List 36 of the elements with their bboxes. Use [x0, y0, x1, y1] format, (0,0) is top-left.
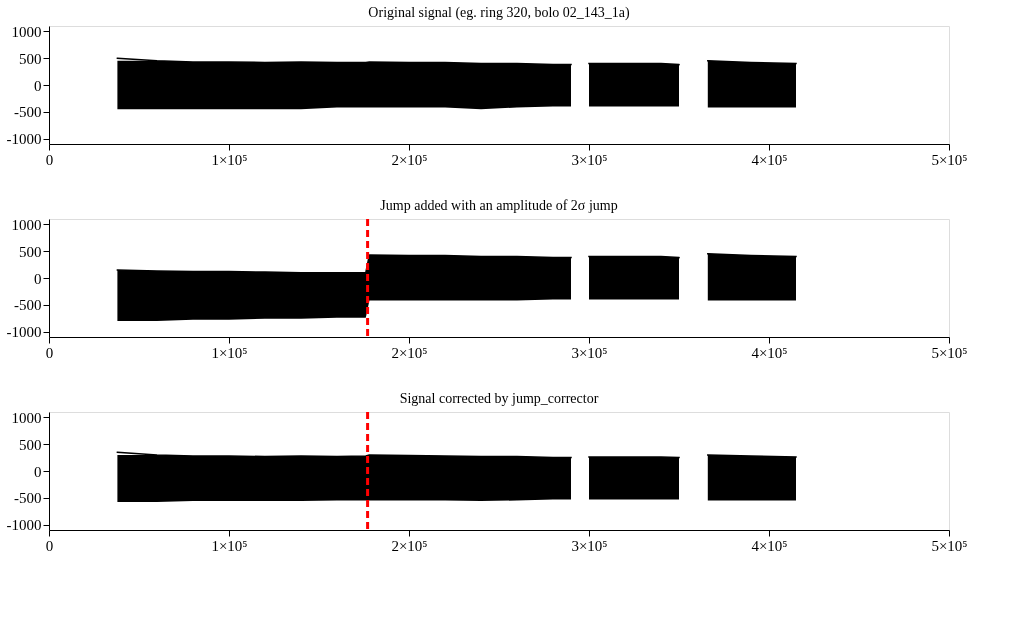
y-tick-label: 1000 [11, 409, 42, 426]
x-tick-label: 0 [45, 344, 54, 361]
x-tick-label: 2×10⁵ [391, 537, 428, 554]
y-tick-label: 500 [19, 50, 42, 67]
x-tick-label: 0 [45, 537, 54, 554]
y-tick-label: 1000 [11, 23, 42, 40]
y-tick-label: 500 [19, 243, 42, 260]
y-tick-label: -1000 [6, 324, 42, 341]
y-tick-label: -500 [14, 490, 42, 507]
y-tick-label: -500 [14, 297, 42, 314]
y-tick-label: -500 [14, 104, 42, 121]
y-tick-label: 0 [34, 77, 42, 94]
x-tick-label: 3×10⁵ [571, 344, 608, 361]
y-tick-label: 0 [34, 270, 42, 287]
x-tick-label: 2×10⁵ [391, 344, 428, 361]
y-tick-label: 500 [19, 436, 42, 453]
y-tick-label: -1000 [6, 131, 42, 148]
x-tick-label: 1×10⁵ [211, 344, 248, 361]
x-tick-label: 1×10⁵ [211, 151, 248, 168]
x-tick-label: 4×10⁵ [751, 537, 788, 554]
chart-title: Signal corrected by jump_corrector [399, 391, 599, 407]
x-tick-label: 5×10⁵ [931, 151, 968, 168]
chart-title: Jump added with an amplitude of 2σ jump [380, 198, 618, 214]
x-tick-label: 0 [45, 151, 54, 168]
y-tick-label: 1000 [11, 216, 42, 233]
x-tick-label: 1×10⁵ [211, 537, 248, 554]
x-tick-label: 2×10⁵ [391, 151, 428, 168]
x-tick-label: 5×10⁵ [931, 344, 968, 361]
x-tick-label: 3×10⁵ [571, 151, 608, 168]
x-tick-label: 4×10⁵ [751, 344, 788, 361]
x-tick-label: 3×10⁵ [571, 537, 608, 554]
y-tick-label: 0 [34, 463, 42, 480]
x-tick-label: 5×10⁵ [931, 537, 968, 554]
x-tick-label: 4×10⁵ [751, 151, 788, 168]
y-tick-label: -1000 [6, 517, 42, 534]
chart-title: Original signal (eg. ring 320, bolo 02_143_1a) [368, 5, 630, 22]
